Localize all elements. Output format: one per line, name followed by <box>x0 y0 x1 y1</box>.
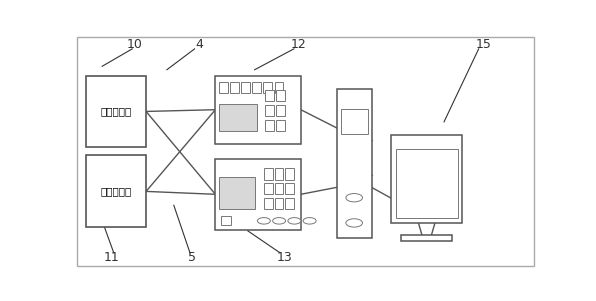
FancyBboxPatch shape <box>219 82 228 93</box>
FancyBboxPatch shape <box>275 82 283 93</box>
Text: 10: 10 <box>126 38 142 51</box>
FancyBboxPatch shape <box>275 198 283 209</box>
FancyBboxPatch shape <box>285 183 294 194</box>
FancyBboxPatch shape <box>285 169 294 180</box>
Circle shape <box>346 219 362 227</box>
Text: 11: 11 <box>104 251 119 264</box>
Text: 测试装置二: 测试装置二 <box>101 186 132 197</box>
FancyBboxPatch shape <box>285 198 294 209</box>
Circle shape <box>346 194 362 202</box>
Circle shape <box>257 218 271 224</box>
FancyBboxPatch shape <box>252 82 261 93</box>
FancyBboxPatch shape <box>396 148 458 218</box>
Text: 13: 13 <box>277 251 293 264</box>
Text: 15: 15 <box>476 38 491 51</box>
FancyBboxPatch shape <box>86 156 146 227</box>
Circle shape <box>303 218 316 224</box>
Text: 5: 5 <box>188 251 196 264</box>
FancyBboxPatch shape <box>276 90 285 101</box>
FancyBboxPatch shape <box>265 105 274 116</box>
FancyBboxPatch shape <box>276 120 285 131</box>
FancyBboxPatch shape <box>215 76 301 144</box>
FancyBboxPatch shape <box>264 198 272 209</box>
FancyBboxPatch shape <box>401 235 452 240</box>
FancyBboxPatch shape <box>391 135 462 223</box>
FancyBboxPatch shape <box>275 183 283 194</box>
FancyBboxPatch shape <box>264 169 272 180</box>
Text: 4: 4 <box>195 38 203 51</box>
FancyBboxPatch shape <box>340 109 368 134</box>
Text: 测试装置一: 测试装置一 <box>101 107 132 116</box>
FancyBboxPatch shape <box>219 178 255 209</box>
FancyBboxPatch shape <box>215 159 301 230</box>
FancyBboxPatch shape <box>275 169 283 180</box>
FancyBboxPatch shape <box>265 90 274 101</box>
Text: 12: 12 <box>291 38 306 51</box>
FancyBboxPatch shape <box>86 76 146 147</box>
FancyBboxPatch shape <box>221 216 231 225</box>
FancyBboxPatch shape <box>230 82 239 93</box>
FancyBboxPatch shape <box>263 82 272 93</box>
Circle shape <box>272 218 285 224</box>
FancyBboxPatch shape <box>265 120 274 131</box>
FancyBboxPatch shape <box>241 82 250 93</box>
FancyBboxPatch shape <box>337 89 371 238</box>
FancyBboxPatch shape <box>219 104 257 131</box>
FancyBboxPatch shape <box>264 183 272 194</box>
Circle shape <box>288 218 301 224</box>
FancyBboxPatch shape <box>276 105 285 116</box>
